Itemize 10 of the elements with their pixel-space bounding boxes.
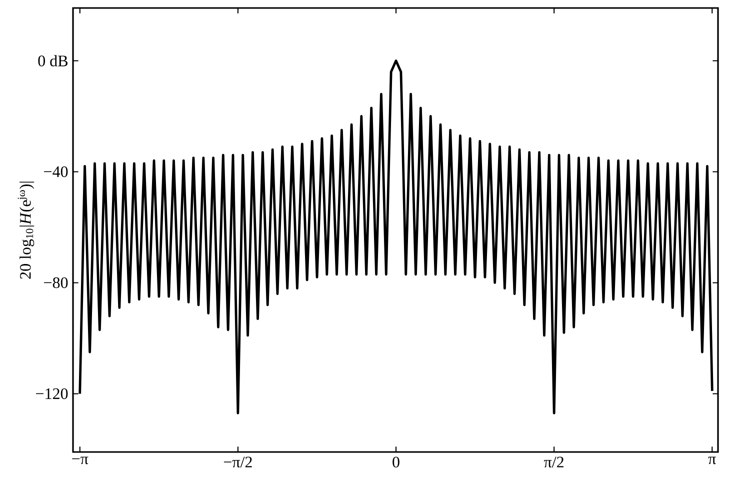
x-tick-label: −π/2 [224,456,252,468]
x-tick-label: 0 [392,456,400,468]
y-tick-label: −80 [44,277,68,288]
y-tick-label: 0 dB [38,55,68,66]
y-tick-label: −120 [36,388,68,400]
y-tick-label: −40 [44,166,68,178]
y-axis-title: 20 log$_{10}$|H(e$^{jω}$)| [18,182,34,279]
x-tick-label: −π [72,456,88,464]
x-tick-label: π [708,456,716,464]
x-tick-label: π/2 [544,456,564,468]
